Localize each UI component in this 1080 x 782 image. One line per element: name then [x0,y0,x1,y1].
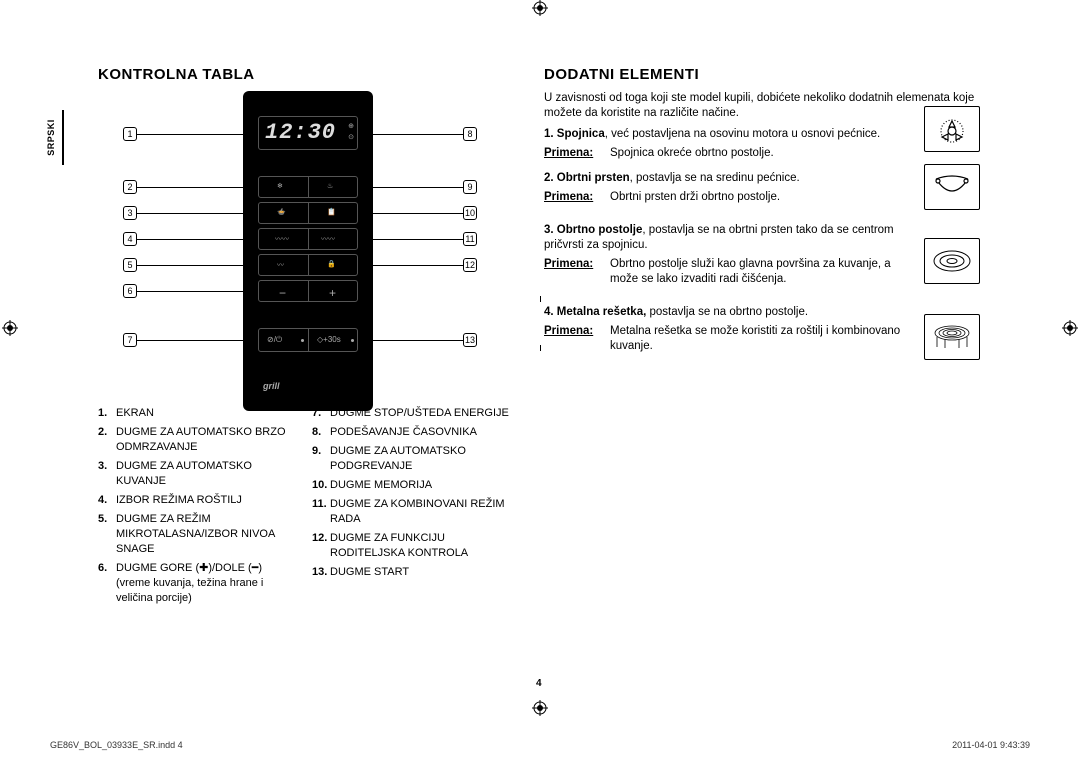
callout-10: 10 [463,206,477,220]
callout-1: 1 [123,127,137,141]
legend-item: 9.DUGME ZA AUTOMATSKO PODGREVANJE [312,444,512,474]
title-kontrolna-tabla: KONTROLNA TABLA [98,66,498,83]
turntable-icon [924,238,980,284]
legend-item: 3.DUGME ZA AUTOMATSKO KUVANJE [98,459,298,489]
legend-item: 4.IZBOR REŽIMA ROŠTILJ [98,493,298,508]
page-number: 4 [536,678,542,689]
clock-icon: ⊕⊙ [348,121,354,143]
accessory-item: 1. Spojnica, već postavljena na osovinu … [544,127,914,161]
metal-rack-icon [924,314,980,360]
callout-2: 2 [123,180,137,194]
legend-item: 1.EKRAN [98,406,298,421]
accessory-item: 2. Obrtni prsten, postavlja se na sredin… [544,171,914,205]
legend-item: 7.DUGME STOP/UŠTEDA ENERGIJE [312,406,512,421]
legend-item: 6.DUGME GORE (✚)/DOLE (━) (vreme kuvanja… [98,561,298,606]
callout-11: 11 [463,232,477,246]
center-tick [540,345,541,351]
callout-13: 13 [463,333,477,347]
footer-filename: GE86V_BOL_03933E_SR.indd 4 [50,740,183,750]
legend-item: 11.DUGME ZA KOMBINOVANI REŽIM RADA [312,497,512,527]
coupler-icon [924,106,980,152]
intro-text: U zavisnosti od toga koji ste model kupi… [544,91,984,121]
reg-mark-bottom [532,700,548,716]
display-time: 12:30 [265,120,336,145]
callout-3: 3 [123,206,137,220]
language-tab: SRPSKI [46,110,64,165]
legend-item: 13.DUGME START [312,565,512,580]
accessory-item: 4. Metalna rešetka, postavlja se na obrt… [544,305,914,354]
callout-8: 8 [463,127,477,141]
panel-body: 12:30 ⊕⊙ ❄♨ 🍲📋 〰〰〰〰 〰🔒 −+ ⊘/⏻ ◇+30s gril… [243,91,373,411]
display-screen: 12:30 ⊕⊙ [258,116,358,150]
legend-item: 2.DUGME ZA AUTOMATSKO BRZO ODMRZAVANJE [98,425,298,455]
callout-12: 12 [463,258,477,272]
grill-label: grill [263,381,280,391]
callout-9: 9 [463,180,477,194]
legend-list: 1.EKRAN 2.DUGME ZA AUTOMATSKO BRZO ODMRZA… [98,406,528,610]
roller-ring-icon [924,164,980,210]
legend-item: 10.DUGME MEMORIJA [312,478,512,493]
title-dodatni-elementi: DODATNI ELEMENTI [544,66,984,83]
accessory-item: 3. Obrtno postolje, postavlja se na obrt… [544,223,914,287]
footer-datetime: 2011-04-01 9:43:39 [952,740,1030,750]
reg-mark-top [532,0,548,16]
reg-mark-left [2,320,18,336]
legend-item: 12.DUGME ZA FUNKCIJU RODITELJSKA KONTROL… [312,531,512,561]
legend-item: 5.DUGME ZA REŽIM MIKROTALASNA/IZBOR NIVO… [98,512,298,557]
callout-6: 6 [123,284,137,298]
callout-4: 4 [123,232,137,246]
legend-item: 8.PODEŠAVANJE ČASOVNIKA [312,425,512,440]
callout-5: 5 [123,258,137,272]
center-tick [540,296,541,302]
reg-mark-right [1062,320,1078,336]
callout-7: 7 [123,333,137,347]
